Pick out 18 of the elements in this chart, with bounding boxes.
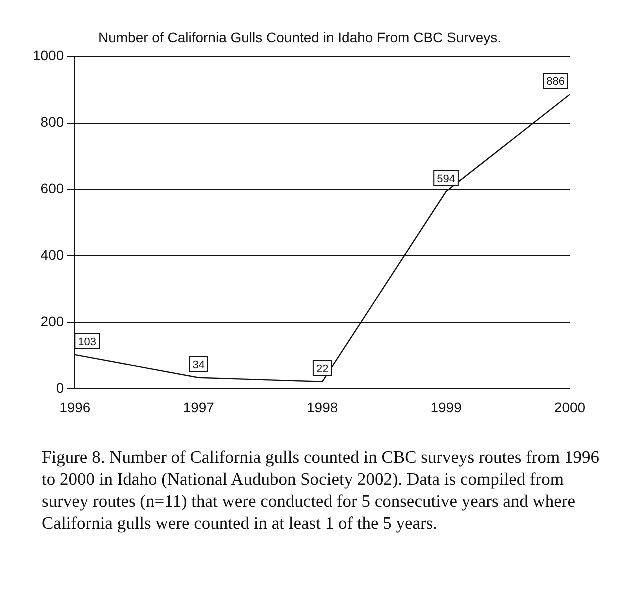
y-tick-label: 800 [40, 114, 64, 130]
y-tick-label: 600 [40, 180, 64, 197]
x-tick-label: 1998 [306, 399, 338, 416]
y-tick-label: 0 [56, 380, 64, 396]
data-label: 594 [437, 173, 456, 186]
y-tick-label: 400 [40, 247, 64, 264]
x-tick-label: 2000 [554, 399, 586, 416]
x-tick-label: 1996 [60, 399, 91, 416]
x-tick-label: 1999 [430, 399, 462, 416]
data-label: 34 [192, 359, 205, 372]
data-label: 103 [78, 336, 96, 348]
y-tick-label: 1000 [32, 48, 64, 64]
chart-title: Number of California Gulls Counted in Idaho From CBC Surveys. [98, 29, 502, 46]
x-tick-label: 1997 [183, 399, 215, 416]
y-tick-label: 200 [40, 314, 64, 330]
data-label: 22 [316, 363, 329, 376]
data-label: 886 [546, 76, 566, 88]
caption: Figure 8. Number of California gulls counted in CBC surveys routes from 1996 to 2000 in Idaho (National Audubon Society 2002). Data is compiled from survey routes (n=11) that were conducted for 5 consecutive years and where California gulls were counted in at least 1 of the 5 years. [42, 446, 600, 534]
